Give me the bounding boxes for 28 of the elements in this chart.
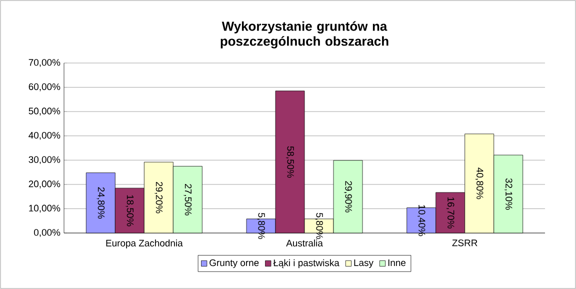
x-tick-label: Europa Zachodnia	[106, 240, 183, 248]
chart-title: Wykorzystanie gruntów na poszczególnuch obszarach	[220, 21, 388, 48]
y-tick-label: 40,00%	[28, 132, 60, 140]
data-label: 5,80%	[257, 212, 265, 240]
y-tick-label: 30,00%	[28, 156, 60, 164]
data-label: 58,50%	[286, 146, 294, 178]
legend-label: Grunty orne	[210, 259, 259, 268]
y-tick-label: 50,00%	[28, 108, 60, 116]
y-tick-label: 10,00%	[29, 204, 60, 213]
data-label: 40,80%	[475, 168, 484, 200]
data-label: 5,80%	[315, 212, 323, 240]
y-tick-label: 70,00%	[28, 59, 60, 67]
data-label: 16,70%	[446, 197, 454, 228]
data-label: 27,50%	[184, 184, 192, 216]
x-tick-label: ZSRR	[452, 240, 478, 246]
data-label: 29,90%	[344, 181, 352, 212]
legend-label: Inne	[388, 259, 406, 266]
data-label: 10,40%	[417, 205, 426, 236]
legend-label: Łąki i pastwiska	[273, 259, 340, 268]
y-tick-label: 60,00%	[28, 83, 60, 92]
data-label: 32,10%	[504, 178, 512, 210]
data-label: 24,80%	[96, 187, 105, 219]
y-tick-label: 20,00%	[28, 180, 60, 188]
y-tick-label: 0,00%	[34, 229, 60, 237]
data-label: 29,20%	[154, 182, 163, 214]
data-label: 18,50%	[126, 195, 134, 226]
x-tick-label: Australia	[286, 240, 323, 246]
legend-label: Lasy	[354, 259, 374, 268]
